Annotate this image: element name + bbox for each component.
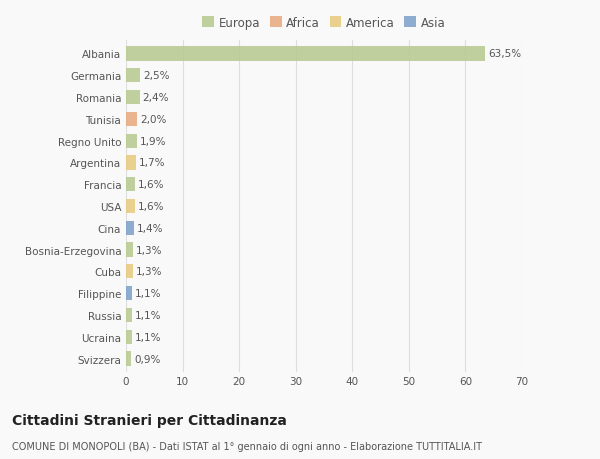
- Text: 0,9%: 0,9%: [134, 354, 160, 364]
- Bar: [126, 112, 137, 127]
- Text: 1,3%: 1,3%: [136, 245, 163, 255]
- Bar: [126, 308, 132, 322]
- Text: 1,9%: 1,9%: [140, 136, 166, 146]
- Text: 2,4%: 2,4%: [142, 93, 169, 103]
- Bar: [126, 265, 133, 279]
- Bar: [126, 221, 134, 235]
- Bar: [126, 178, 135, 192]
- Text: 1,6%: 1,6%: [138, 202, 164, 212]
- Text: 1,3%: 1,3%: [136, 267, 163, 277]
- Text: 1,4%: 1,4%: [137, 223, 163, 233]
- Text: 63,5%: 63,5%: [488, 50, 521, 59]
- Bar: [126, 330, 132, 344]
- Text: 2,5%: 2,5%: [143, 71, 169, 81]
- Text: 1,1%: 1,1%: [135, 289, 161, 298]
- Bar: [126, 352, 131, 366]
- Text: COMUNE DI MONOPOLI (BA) - Dati ISTAT al 1° gennaio di ogni anno - Elaborazione T: COMUNE DI MONOPOLI (BA) - Dati ISTAT al …: [12, 441, 482, 451]
- Bar: [126, 47, 485, 62]
- Bar: [126, 134, 137, 148]
- Bar: [126, 286, 132, 301]
- Bar: [126, 91, 140, 105]
- Text: 2,0%: 2,0%: [140, 115, 167, 124]
- Bar: [126, 200, 135, 213]
- Text: Cittadini Stranieri per Cittadinanza: Cittadini Stranieri per Cittadinanza: [12, 413, 287, 427]
- Bar: [126, 156, 136, 170]
- Text: 1,1%: 1,1%: [135, 310, 161, 320]
- Bar: [126, 243, 133, 257]
- Text: 1,6%: 1,6%: [138, 180, 164, 190]
- Bar: [126, 69, 140, 83]
- Legend: Europa, Africa, America, Asia: Europa, Africa, America, Asia: [200, 14, 448, 32]
- Text: 1,7%: 1,7%: [139, 158, 165, 168]
- Text: 1,1%: 1,1%: [135, 332, 161, 342]
